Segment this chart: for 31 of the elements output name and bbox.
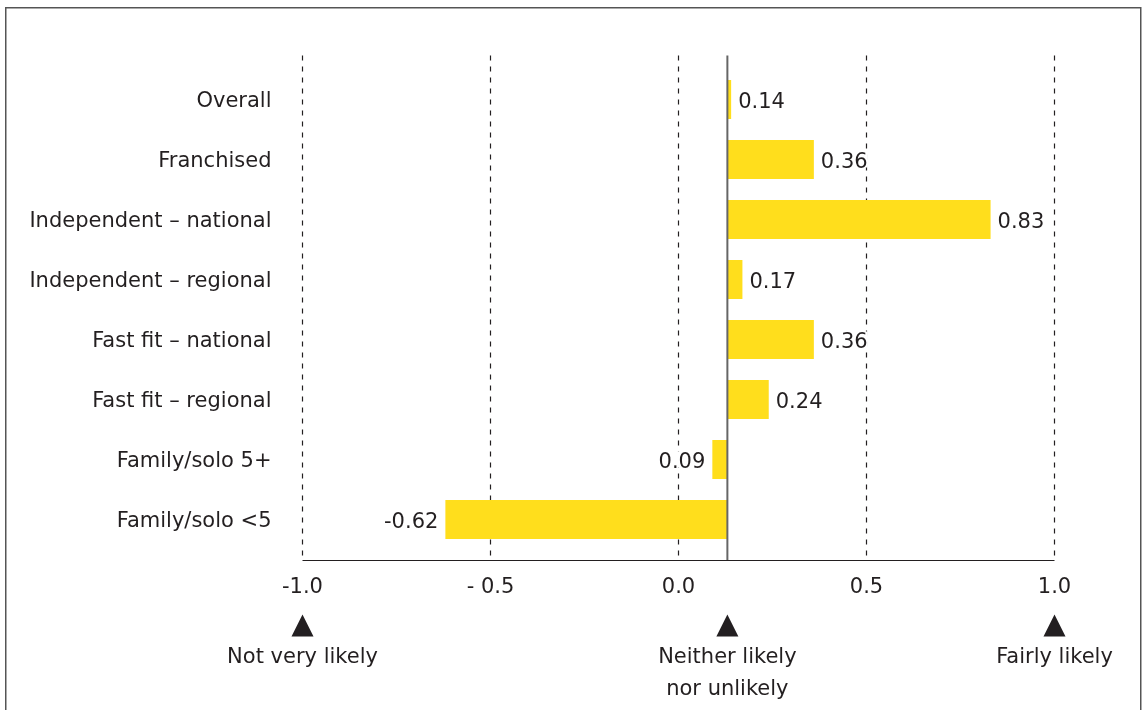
- text: Neither likely nor unlikely: [658, 643, 797, 700]
- x-tick-label: -1.0: [282, 573, 323, 598]
- data-label: 0.09: [658, 448, 706, 473]
- text: Fairly likely: [996, 643, 1113, 668]
- bar: [712, 440, 728, 479]
- bar: [727, 140, 814, 179]
- y-tick-label: Independent – national: [29, 207, 272, 232]
- data-label: 0.17: [749, 268, 797, 293]
- data-label: 0.83: [997, 208, 1045, 233]
- bar: [727, 200, 991, 239]
- y-tick-label: Fast fit – national: [92, 327, 272, 352]
- bar: [727, 320, 814, 359]
- x-tick-label: 0.0: [661, 573, 696, 598]
- bar: [727, 260, 743, 299]
- text: Not very likely: [227, 643, 378, 668]
- y-tick-label: Family/solo <5: [116, 507, 272, 532]
- y-tick-label: Fast fit – regional: [92, 387, 272, 412]
- data-label: -0.62: [384, 508, 439, 533]
- y-tick-label: Family/solo 5+: [116, 447, 272, 472]
- y-tick-label: Independent – regional: [29, 267, 272, 292]
- data-label: 0.24: [775, 388, 823, 413]
- data-label: 0.36: [820, 148, 868, 173]
- x-tick-label: 1.0: [1037, 573, 1072, 598]
- x-tick-label: 0.5: [849, 573, 884, 598]
- x-tick-label: - 0.5: [466, 573, 515, 598]
- bar: [445, 500, 728, 539]
- y-tick-label: Franchised: [158, 147, 272, 172]
- bar: [727, 380, 769, 419]
- data-label: 0.14: [738, 88, 785, 113]
- y-tick-label: Overall: [196, 87, 272, 112]
- data-label: 0.36: [820, 328, 868, 353]
